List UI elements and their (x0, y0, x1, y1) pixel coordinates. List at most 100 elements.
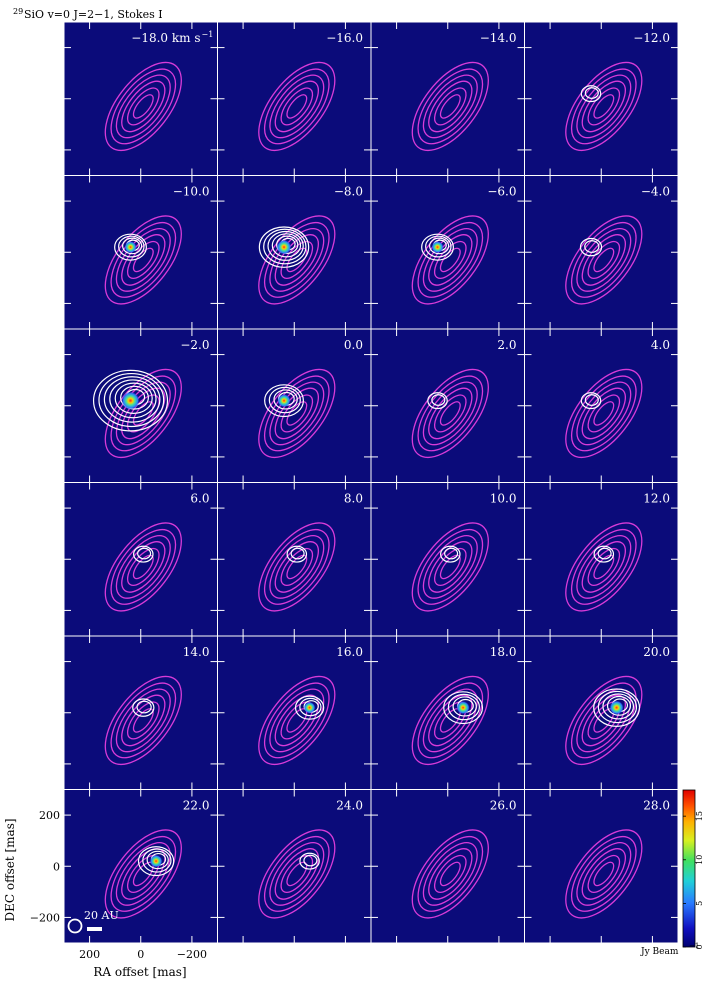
panel-velocity-label: 28.0 (643, 799, 670, 813)
line-contour (593, 545, 615, 563)
panel-ticks (64, 636, 218, 790)
continuum-contour (433, 547, 467, 586)
continuum-contour (576, 381, 632, 446)
line-contour (602, 693, 635, 720)
continuum-contour (581, 234, 626, 286)
continuum-contour (570, 222, 637, 298)
continuum-contour (258, 829, 336, 919)
x-tick-label: 0 (137, 948, 144, 961)
line-contour (593, 688, 641, 727)
panel-background (524, 328, 679, 483)
line-contour (443, 691, 484, 725)
line-contours (427, 392, 448, 410)
line-contour (584, 87, 599, 99)
continuum-contour (286, 94, 308, 119)
continuum-contour (280, 854, 314, 893)
panel-velocity-label: 18.0 (490, 645, 517, 659)
continuum-contour (565, 61, 643, 152)
emission-peak (303, 701, 316, 714)
panel-ticks (524, 175, 678, 329)
continuum-contours (565, 829, 643, 919)
channel-panel: 22.0 20 AU (63, 789, 218, 944)
continuum-contour (422, 535, 478, 599)
continuum-contour (263, 68, 330, 145)
continuum-contour (110, 682, 177, 759)
continuum-contours (104, 675, 182, 766)
panel-velocity-label: −2.0 (180, 338, 209, 352)
continuum-contour (581, 848, 626, 900)
line-contours (264, 384, 304, 418)
line-contours (579, 237, 603, 257)
line-contour (431, 394, 446, 406)
continuum-contour (269, 74, 325, 139)
line-contour (584, 394, 599, 406)
continuum-contour (593, 861, 615, 887)
continuum-contour (263, 529, 330, 605)
colorbar-label-exponent: −1 (689, 942, 699, 950)
continuum-contour (110, 836, 177, 912)
channel-panel: 18.0 (370, 635, 525, 790)
channel-panel: −10.0 (63, 175, 218, 330)
line-contour (120, 385, 149, 410)
continuum-contour (132, 247, 154, 273)
continuum-contour (565, 215, 643, 305)
line-contour (429, 237, 450, 255)
continuum-contour (104, 61, 182, 152)
continuum-contour (570, 836, 637, 912)
line-contour (273, 389, 298, 410)
continuum-contour (132, 708, 154, 733)
colorbar-label: Jy Beam (640, 947, 679, 957)
panel-background (63, 21, 218, 176)
line-contour (146, 850, 169, 870)
panel-velocity-label: −8.0 (334, 185, 363, 199)
continuum-contour (258, 61, 336, 152)
panel-velocity-label: 0.0 (344, 338, 363, 352)
panel-ticks (371, 22, 525, 176)
line-contour (137, 547, 152, 560)
line-contour (114, 382, 153, 414)
line-contour (136, 700, 152, 714)
continuum-contour (104, 675, 182, 766)
line-contour (294, 695, 325, 720)
line-contour (580, 392, 602, 410)
scale-bar-label: 20 AU (84, 909, 119, 922)
channel-panel: −6.0 (370, 175, 525, 330)
line-contours (580, 85, 602, 103)
panel-background (524, 175, 679, 330)
channel-panel: 2.0 (370, 328, 525, 483)
line-contours (440, 545, 461, 563)
panel-ticks (524, 22, 678, 176)
continuum-contour (439, 554, 461, 580)
line-contour (452, 696, 477, 717)
beam-marker (67, 918, 83, 934)
continuum-contour (121, 694, 166, 747)
continuum-contour (280, 547, 314, 586)
panel-velocity-label: 8.0 (344, 492, 363, 506)
channel-panel: 24.0 (217, 789, 372, 944)
panel-background (63, 328, 218, 483)
continuum-contour (104, 522, 182, 612)
continuum-contour (417, 68, 484, 145)
continuum-contour (576, 535, 632, 599)
panel-ticks (371, 329, 525, 483)
panel-ticks (217, 789, 371, 943)
panel-background (63, 789, 218, 944)
title-isotope-superscript: 29 (13, 7, 23, 16)
colorbar-tick-label: 15 (695, 811, 704, 821)
emission-peak (276, 239, 292, 255)
panel-velocity-label: 2.0 (497, 338, 516, 352)
line-contour (109, 379, 157, 419)
continuum-contour (422, 842, 478, 906)
continuum-contour (433, 854, 467, 893)
continuum-contour (417, 682, 484, 759)
continuum-contour (263, 682, 330, 759)
panel-background (524, 789, 679, 944)
continuum-contour (593, 401, 615, 426)
line-contour (98, 372, 165, 428)
panel-background (524, 482, 679, 637)
line-contour (584, 240, 600, 253)
continuum-contour (422, 74, 478, 139)
continuum-contour (565, 675, 643, 766)
continuum-contour (428, 694, 473, 747)
continuum-contour (428, 80, 473, 133)
